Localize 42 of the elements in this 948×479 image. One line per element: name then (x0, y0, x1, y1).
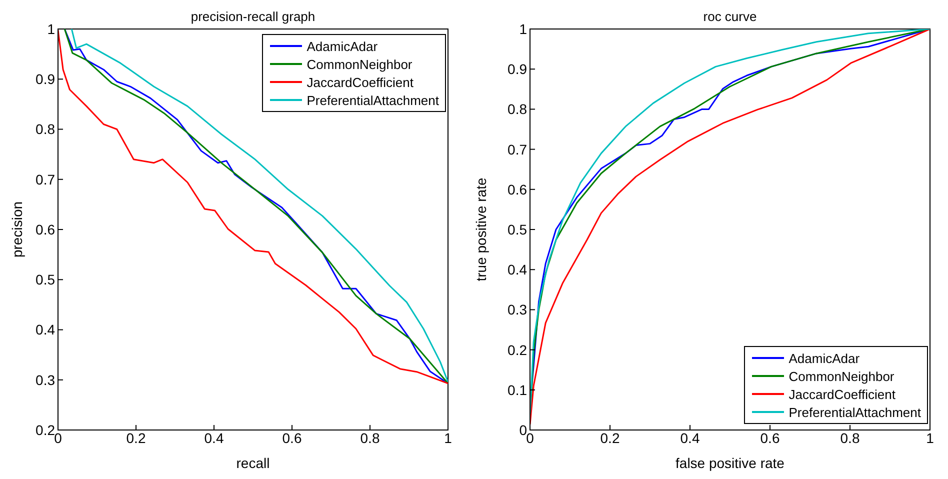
y-tick-label: 0.9 (508, 61, 528, 78)
x-tick-label: 1 (926, 430, 934, 446)
y-tick-label: 0.5 (36, 272, 56, 288)
legend-label: PreferentialAttachment (306, 92, 439, 108)
y-tick-label: 0.3 (508, 302, 528, 318)
y-tick-label: 0.8 (508, 101, 528, 118)
x-axis-title: false positive rate (676, 455, 785, 471)
chart-title: roc curve (703, 9, 757, 24)
legend-label: AdamicAdar (306, 38, 378, 54)
y-tick-label: 0.5 (508, 221, 528, 238)
y-tick-label: 0.8 (36, 121, 56, 138)
y-tick-label: 0.7 (36, 171, 56, 188)
y-tick-label: 1 (519, 20, 528, 37)
y-axis-title: true positive rate (473, 178, 489, 282)
x-tick-label: 0.6 (760, 430, 780, 446)
y-tick-label: 0.3 (36, 372, 56, 388)
y-tick-label: 0.6 (36, 221, 56, 238)
x-tick-label: 0.4 (204, 430, 224, 446)
x-tick-label: 0.6 (282, 430, 302, 446)
y-tick-label: 0.4 (508, 262, 528, 278)
legend-label: AdamicAdar (788, 350, 860, 366)
x-tick-label: 1 (444, 430, 452, 446)
y-tick-label: 1 (47, 20, 56, 37)
y-tick-label: 0.2 (508, 342, 528, 358)
x-tick-label: 0.2 (126, 430, 146, 446)
y-tick-label: 0.4 (36, 322, 56, 338)
legend-label: PreferentialAttachment (788, 404, 921, 420)
legend-label: CommonNeighbor (788, 368, 894, 384)
y-tick-label: 0.6 (508, 181, 528, 198)
y-tick-label: 0.9 (36, 71, 56, 88)
legend-label: CommonNeighbor (306, 56, 412, 72)
legend-label: JaccardCoefficient (306, 74, 414, 90)
chart-title: precision-recall graph (190, 9, 316, 24)
y-tick-label: 0.1 (508, 382, 528, 398)
x-axis-title: recall (236, 455, 270, 471)
x-tick-label: 0.4 (680, 430, 700, 446)
y-tick-label: 0.7 (508, 141, 528, 158)
x-tick-label: 0.8 (360, 430, 380, 446)
y-axis-title: precision (9, 201, 25, 258)
legend-label: JaccardCoefficient (788, 386, 896, 402)
x-tick-label: 0.8 (840, 430, 860, 446)
x-tick-label: 0.2 (600, 430, 620, 446)
